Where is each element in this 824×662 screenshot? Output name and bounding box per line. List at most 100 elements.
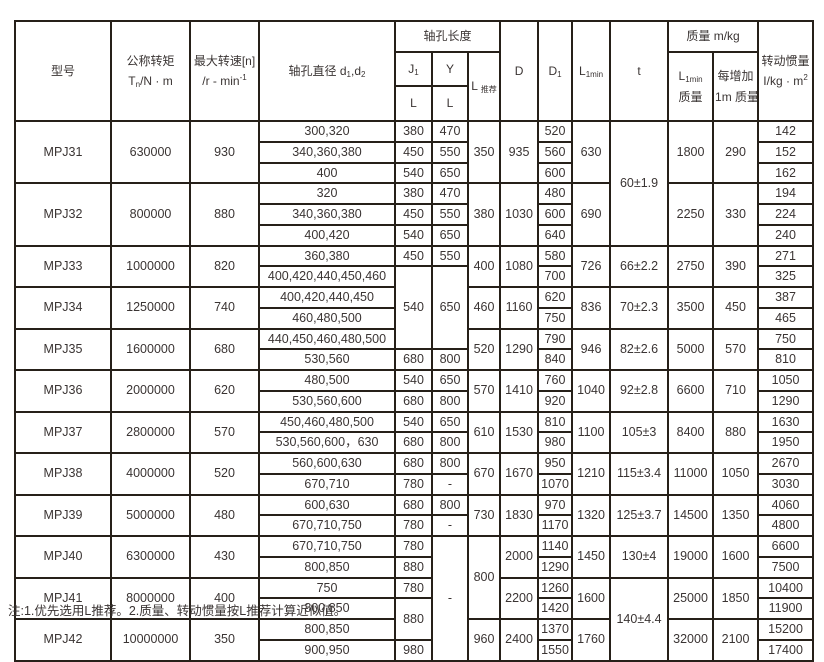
cell-line: 8000000 xyxy=(126,590,175,605)
cell-line: 1530 xyxy=(505,424,533,439)
cell-line: 330 xyxy=(725,207,746,221)
cell-line: MPJ42 xyxy=(43,632,83,647)
table-cell: 325 xyxy=(757,265,815,288)
table-cell: 4800 xyxy=(757,514,815,537)
cell-line: 650 xyxy=(439,373,461,387)
cell-line: 980 xyxy=(403,642,424,657)
table-cell: 387 xyxy=(757,286,815,309)
cell-line: 1050 xyxy=(771,373,800,387)
table-cell: 10000000 xyxy=(110,618,191,662)
table-cell: 800,850 xyxy=(258,618,396,641)
cell-line: 650 xyxy=(439,227,461,242)
cell-line: 350 xyxy=(473,144,495,159)
cell-line: 质量 m/kg xyxy=(686,29,740,44)
cell-line: 1050 xyxy=(721,466,750,481)
cell-line: 610 xyxy=(473,424,495,439)
cell-line: Y xyxy=(445,61,454,76)
table-cell: 1260 xyxy=(537,576,574,600)
subscript: 1min xyxy=(685,75,703,84)
table-cell: 840 xyxy=(537,348,574,371)
table-cell: 650 xyxy=(431,161,469,185)
cell-line: 640 xyxy=(544,227,566,242)
cell-line: 520 xyxy=(214,466,235,481)
table-cell: 930 xyxy=(189,119,260,185)
table-cell: 162 xyxy=(757,161,815,185)
cell-line: 450 xyxy=(403,207,424,221)
cell-model-mpj41: MPJ41 xyxy=(14,576,112,620)
table-row: 400,420 540 650 640 240 xyxy=(15,223,815,247)
table-cell: 2400 xyxy=(499,618,540,662)
table-cell: 320 xyxy=(258,182,396,205)
cell-line: 400 xyxy=(473,258,495,273)
table-cell: 980 xyxy=(537,431,574,454)
cell-line: MPJ31 xyxy=(43,144,83,159)
table-cell: 1080 xyxy=(499,244,540,288)
table-cell: 66±2.2 xyxy=(609,244,670,288)
cell-line: 130±4 xyxy=(621,549,657,564)
table-cell: 680 xyxy=(394,389,433,413)
cell-line: 400,420 xyxy=(304,227,350,242)
table-cell: 520 xyxy=(537,120,574,143)
cell-line: 1140 xyxy=(541,539,569,553)
cell-line: 7500 xyxy=(771,559,800,574)
cell-line: 680 xyxy=(403,435,424,450)
cell-line: 880 xyxy=(725,424,746,439)
cell-line: 1100 xyxy=(577,424,605,439)
table-cell: 290 xyxy=(712,119,760,185)
cell-line: 390 xyxy=(725,258,746,273)
cell-line: MPJ37 xyxy=(43,424,83,439)
cell-line: 1290 xyxy=(541,559,569,574)
cell-line: 1830 xyxy=(505,507,533,522)
table-cell: 330 xyxy=(712,182,760,247)
table-cell: 390 xyxy=(712,244,760,288)
table-cell: 630000 xyxy=(110,119,191,185)
table-cell: 750 xyxy=(757,327,815,351)
table-cell: 380 xyxy=(394,120,433,143)
cell-line: 轴孔长度 xyxy=(423,29,472,44)
table-cell: 400,420 xyxy=(258,223,396,247)
cell-line: L xyxy=(446,96,454,111)
table-cell: 1800 xyxy=(667,119,715,185)
col-header-D: D xyxy=(499,20,540,122)
cell-line: 520 xyxy=(473,341,495,356)
table-cell: 540 xyxy=(394,265,433,351)
table-cell: 550 xyxy=(431,244,469,268)
col-header-bore-diameter: 轴孔直径 d1,d2 xyxy=(258,20,396,122)
table-cell: 680 xyxy=(394,348,433,371)
cell-line: 8400 xyxy=(676,424,705,439)
cell-line: 224 xyxy=(775,207,796,221)
cell-line: 400 xyxy=(316,165,338,180)
cell-line: 1670 xyxy=(505,466,533,481)
table-cell: 3500 xyxy=(667,286,715,330)
cell-line: 930 xyxy=(214,144,235,159)
table-cell: 780 xyxy=(394,472,433,496)
cell-line: 1350 xyxy=(721,507,750,522)
table-cell: 780 xyxy=(394,576,433,600)
table-cell: 480 xyxy=(537,182,574,205)
table-cell: 450 xyxy=(394,244,433,268)
table-cell: 1210 xyxy=(571,452,612,496)
cell-line: 325 xyxy=(775,269,796,284)
table-row: MPJ40 6300000 430 670,710,750 780 - 800 2000 114… xyxy=(14,535,815,662)
cell-model-mpj37: MPJ37 xyxy=(14,410,112,454)
cell-line: 2750 xyxy=(676,258,705,273)
col-header-L1min: L1min xyxy=(571,20,612,122)
table-cell: 740 xyxy=(189,286,260,330)
table-cell: 630 xyxy=(571,119,612,185)
subscript: 1 xyxy=(414,67,419,77)
cell-line: 300,320 xyxy=(304,124,350,138)
table-cell: 670,710,750 xyxy=(258,514,396,537)
cell-line: 980 xyxy=(544,435,566,450)
cell-line: 387 xyxy=(775,290,796,304)
cell-line: 540 xyxy=(403,227,424,242)
col-header-D1: D1 xyxy=(537,20,574,122)
cell-line: 2000 xyxy=(505,549,533,564)
cell-line: 3030 xyxy=(771,476,800,491)
cell-line: 800 xyxy=(439,393,461,408)
cell-line: 470 xyxy=(439,186,461,201)
cell-line: 1450 xyxy=(577,549,605,564)
cell-line: 2400 xyxy=(505,632,533,647)
cell-line: 1600 xyxy=(721,549,750,564)
cell-line: D xyxy=(514,63,524,78)
table-cell: 340,360,380 xyxy=(258,203,396,226)
